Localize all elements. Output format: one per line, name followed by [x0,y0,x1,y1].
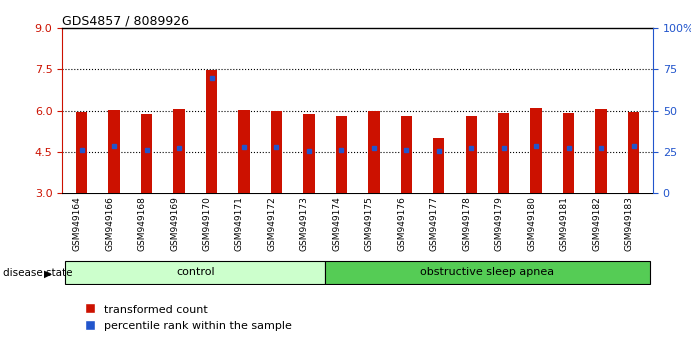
Text: obstructive sleep apnea: obstructive sleep apnea [420,267,554,277]
Text: GSM949170: GSM949170 [202,196,211,251]
Text: GSM949168: GSM949168 [138,196,146,251]
Bar [303,114,314,193]
Bar [173,109,184,193]
Bar [271,111,282,193]
Text: GSM949182: GSM949182 [592,196,601,251]
Text: GSM949181: GSM949181 [560,196,569,251]
Bar [206,70,217,193]
Bar [466,115,477,193]
Text: GSM949178: GSM949178 [462,196,471,251]
Bar [336,115,347,193]
Bar [563,113,574,193]
Bar [238,109,249,193]
Text: ▶: ▶ [44,268,52,278]
Text: control: control [176,267,215,277]
Bar [596,109,607,193]
Text: GSM949164: GSM949164 [73,196,82,251]
Text: GDS4857 / 8089926: GDS4857 / 8089926 [62,14,189,27]
Bar [368,111,379,193]
Bar [531,108,542,193]
Bar [498,113,509,193]
FancyBboxPatch shape [325,261,650,284]
Bar [401,115,412,193]
Text: GSM949171: GSM949171 [235,196,244,251]
Text: GSM949172: GSM949172 [267,196,276,251]
Bar [433,138,444,193]
Text: GSM949179: GSM949179 [495,196,504,251]
Text: GSM949180: GSM949180 [527,196,536,251]
Bar [108,110,120,193]
Bar [628,112,639,193]
Text: GSM949166: GSM949166 [105,196,114,251]
Legend: transformed count, percentile rank within the sample: transformed count, percentile rank withi… [79,299,296,335]
Text: disease state: disease state [3,268,73,278]
Bar [141,114,152,193]
Bar [76,112,87,193]
Text: GSM949175: GSM949175 [365,196,374,251]
Text: GSM949183: GSM949183 [625,196,634,251]
Text: GSM949173: GSM949173 [300,196,309,251]
Text: GSM949176: GSM949176 [397,196,406,251]
FancyBboxPatch shape [66,261,325,284]
Text: GSM949169: GSM949169 [170,196,179,251]
Text: GSM949174: GSM949174 [332,196,341,251]
Text: GSM949177: GSM949177 [430,196,439,251]
